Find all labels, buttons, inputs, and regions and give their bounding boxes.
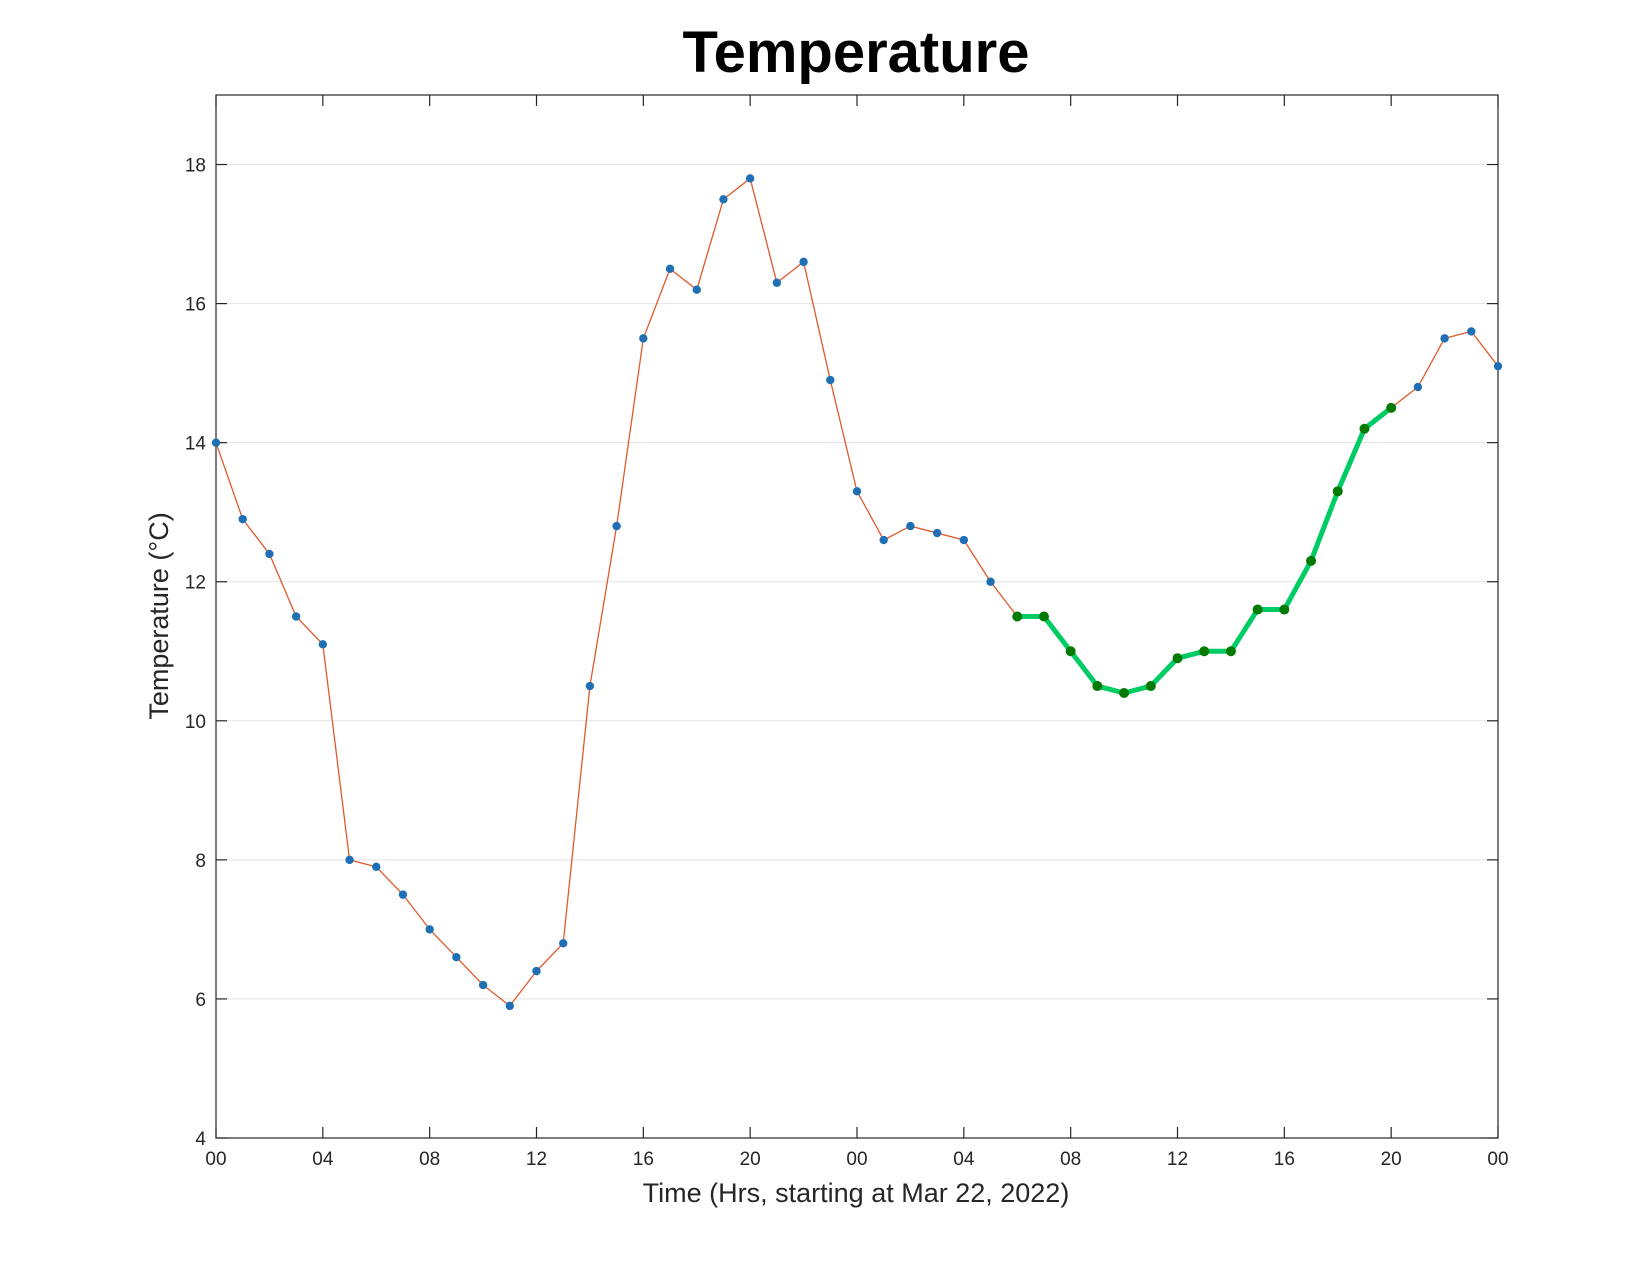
series-layer (211, 174, 1503, 1011)
series-1-point (879, 535, 888, 545)
series-1-point (692, 285, 701, 294)
series-2-point (1306, 555, 1317, 566)
series-1-point (238, 514, 247, 524)
series-1-point (318, 640, 328, 649)
y-tick-label: 14 (185, 434, 207, 455)
series-2-point (1279, 604, 1290, 615)
series-2-point (1386, 402, 1397, 413)
x-tick-label: 20 (740, 1149, 761, 1170)
series-1-point (1467, 327, 1476, 336)
series-2-point (1359, 423, 1370, 434)
series-1-point (452, 953, 461, 962)
series-1-point (291, 612, 301, 621)
series-2-point (1199, 646, 1210, 657)
x-tick-label: 12 (1167, 1149, 1188, 1170)
grid-lines (216, 164, 1498, 1000)
plot-frame (215, 94, 1499, 1139)
series-1-point (265, 549, 274, 559)
x-tick-label: 16 (633, 1149, 654, 1170)
y-tick-label: 4 (195, 1129, 206, 1150)
series-1-point (959, 535, 969, 545)
series-1-point (532, 966, 541, 976)
series-2-point (1332, 486, 1343, 497)
x-tick-label: 12 (526, 1149, 547, 1170)
series-2-point (1252, 604, 1263, 615)
series-2-point (1225, 646, 1236, 657)
series-1-point (345, 855, 354, 865)
series-1-point (932, 528, 942, 538)
series-1-point (425, 925, 434, 934)
x-tick-label: 16 (1274, 1149, 1295, 1170)
y-tick-label: 16 (185, 295, 206, 316)
x-tick-label: 04 (953, 1149, 975, 1170)
series-1-point (639, 334, 648, 343)
series-1-point (585, 681, 595, 691)
x-tick-label: 08 (1060, 1149, 1081, 1170)
y-tick-label: 18 (185, 156, 206, 177)
series-1-point (772, 278, 782, 287)
series-1-point (505, 1001, 514, 1011)
x-tick-label: 00 (1487, 1149, 1508, 1170)
series-2-point (1012, 611, 1023, 622)
series-1-point (612, 521, 621, 531)
series-1-point (478, 980, 488, 990)
series-1-point (211, 438, 221, 447)
series-1-point (665, 264, 675, 274)
y-tick-label: 8 (195, 851, 206, 872)
series-1-point (826, 375, 835, 385)
series-2-point (1145, 681, 1156, 692)
series-1-point (986, 577, 995, 586)
y-tick-label: 10 (185, 712, 206, 733)
y-tick-label: 6 (195, 990, 206, 1011)
axis-ticks: 4 6 8 10 12 14 16 18 00 04 08 12 16 20 00 04 08 12 16 20 00 (185, 95, 1509, 1170)
series-1-point (852, 487, 862, 496)
series-1-point (398, 890, 408, 899)
x-tick-label: 08 (419, 1149, 440, 1170)
series-2-point (1172, 653, 1183, 664)
series-2-point (1119, 687, 1130, 698)
series-1-point (906, 521, 915, 531)
series-1-point (559, 939, 568, 948)
x-tick-label: 00 (205, 1149, 226, 1170)
y-axis-label: Temperature (°C) (144, 512, 174, 719)
series-1-line (215, 177, 1499, 1007)
series-2-point (1065, 646, 1076, 657)
series-1-point (745, 174, 755, 183)
series-1-point (372, 862, 381, 872)
series-2-point (1038, 611, 1049, 622)
x-tick-label: 04 (312, 1149, 334, 1170)
series-1-point (799, 257, 808, 267)
x-tick-label: 20 (1381, 1149, 1402, 1170)
series-2-point (1092, 681, 1103, 692)
series-1-point (1440, 334, 1449, 343)
chart-title: Temperature (682, 20, 1029, 85)
x-axis-label: Time (Hrs, starting at Mar 22, 2022) (643, 1178, 1070, 1208)
series-1-point (1413, 382, 1423, 392)
x-tick-label: 00 (846, 1149, 867, 1170)
series-1-point (1493, 361, 1503, 371)
series-1-point (719, 195, 728, 204)
y-tick-label: 12 (185, 573, 206, 594)
